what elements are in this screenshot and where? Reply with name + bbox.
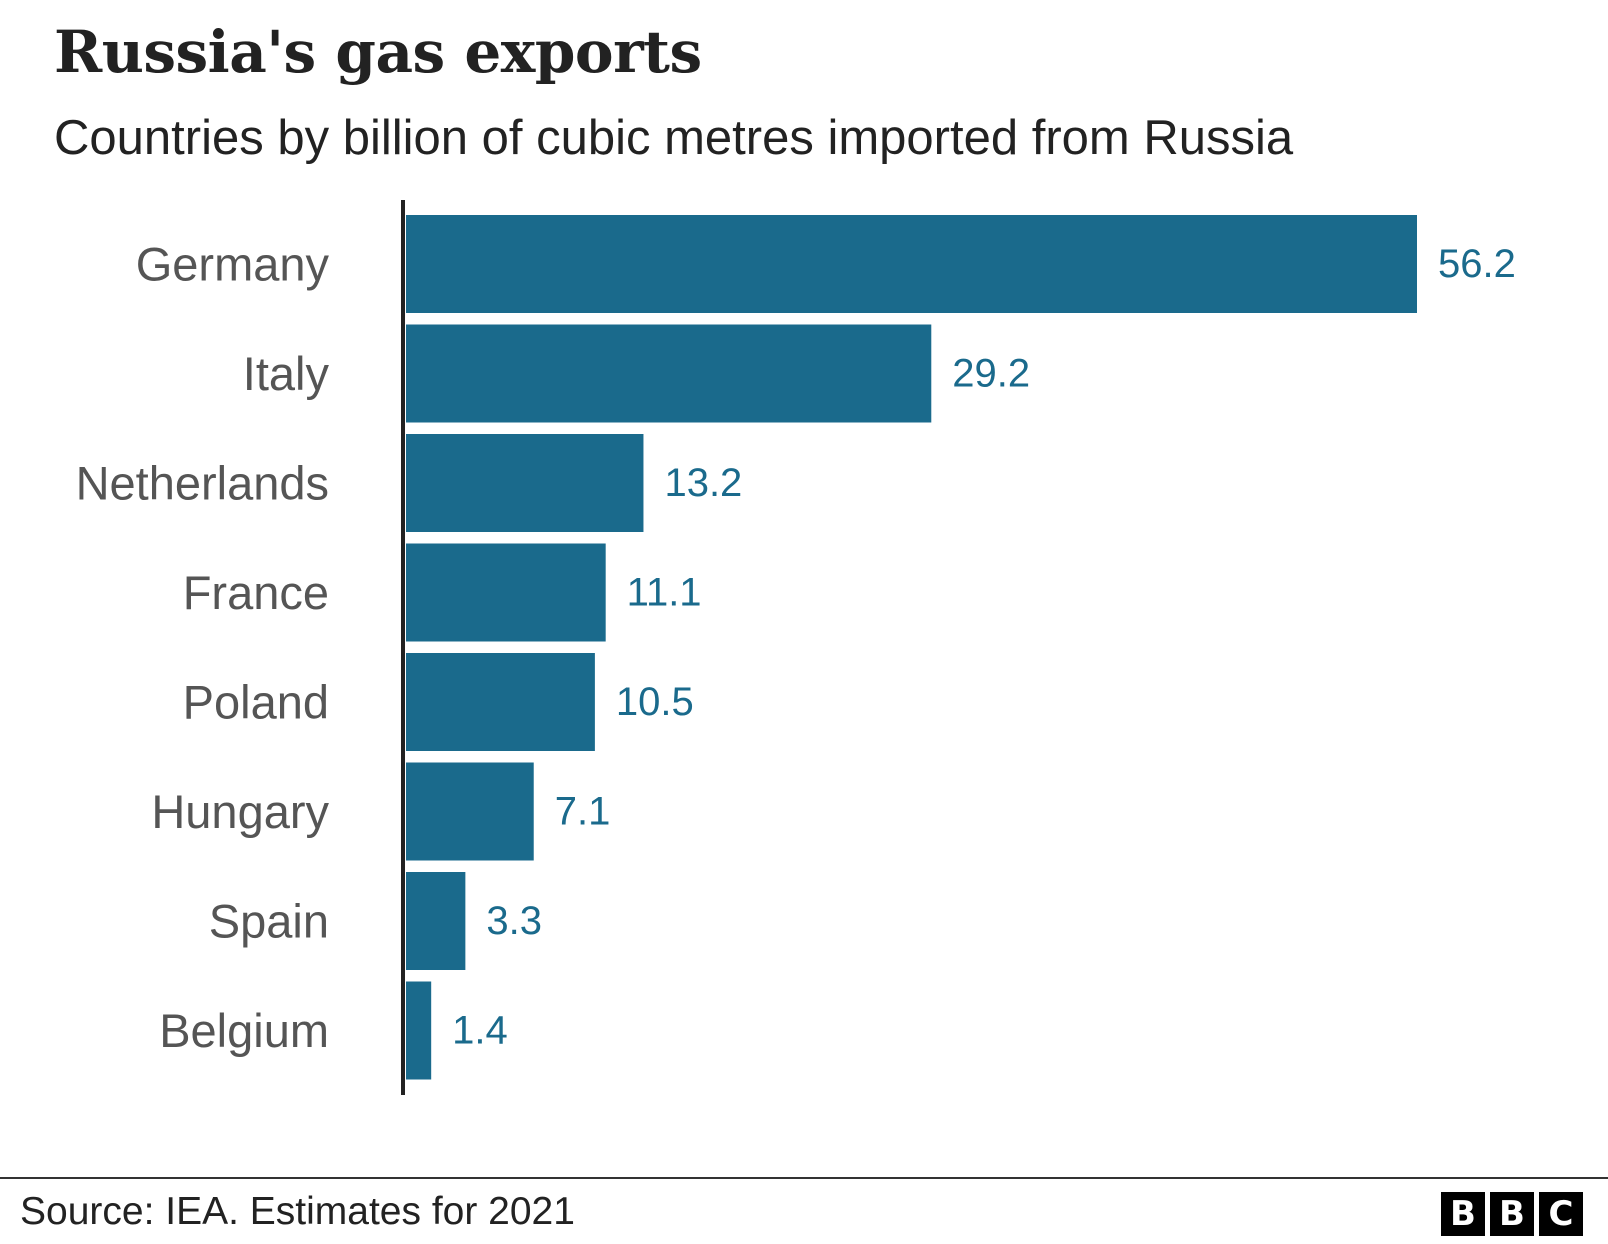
- bar-spain: [406, 872, 466, 970]
- bars-group: Germany 56.2 Italy 29.2 Netherlands 13.2 Franc…: [76, 215, 1516, 1080]
- category-label-germany: Germany: [136, 238, 330, 291]
- logo-letter-3: C: [1539, 1192, 1583, 1236]
- bar-hungary: [406, 762, 534, 861]
- bar-belgium: [406, 981, 432, 1080]
- value-label-netherlands: 13.2: [664, 461, 742, 505]
- bar-chart: Germany 56.2 Italy 29.2 Netherlands 13.2 Franc…: [76, 200, 1516, 1095]
- bar-italy: [406, 324, 932, 423]
- category-label-italy: Italy: [243, 347, 330, 400]
- category-label-spain: Spain: [209, 895, 329, 948]
- footer-divider: [0, 1177, 1608, 1179]
- bar-poland: [406, 653, 595, 751]
- chart-title: Russia's gas exports: [54, 18, 702, 86]
- bar-germany: [406, 215, 1417, 313]
- bar-france: [406, 543, 606, 642]
- chart-subtitle: Countries by billion of cubic metres imp…: [54, 111, 1294, 165]
- logo-letter-1: B: [1441, 1192, 1485, 1236]
- value-label-spain: 3.3: [486, 899, 542, 943]
- value-label-poland: 10.5: [616, 680, 694, 724]
- value-label-belgium: 1.4: [452, 1009, 508, 1053]
- category-label-belgium: Belgium: [159, 1004, 329, 1057]
- value-label-france: 11.1: [627, 571, 702, 615]
- value-label-hungary: 7.1: [555, 790, 611, 834]
- category-label-netherlands: Netherlands: [76, 457, 329, 510]
- value-label-germany: 56.2: [1438, 242, 1516, 286]
- category-label-france: France: [183, 566, 329, 619]
- logo-letter-2: B: [1490, 1192, 1534, 1236]
- source-note: Source: IEA. Estimates for 2021: [20, 1190, 575, 1233]
- bar-netherlands: [406, 434, 644, 532]
- category-label-hungary: Hungary: [151, 785, 329, 838]
- category-label-poland: Poland: [183, 676, 329, 729]
- bbc-logo: B B C: [1441, 1192, 1583, 1236]
- value-label-italy: 29.2: [952, 352, 1030, 396]
